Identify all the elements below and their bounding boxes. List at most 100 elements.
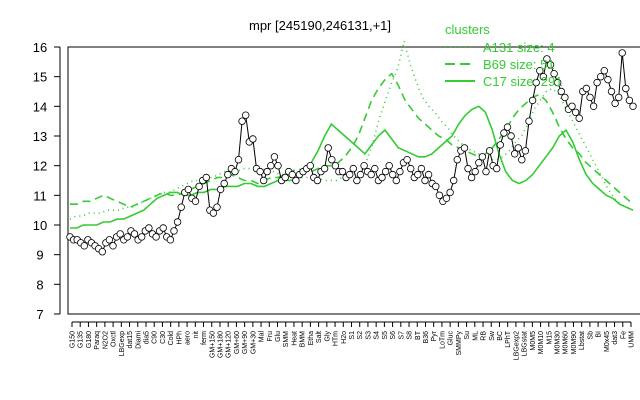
data-point xyxy=(267,161,275,170)
data-point xyxy=(618,49,626,57)
data-point xyxy=(152,233,160,241)
data-point xyxy=(485,147,494,155)
data-point xyxy=(511,150,519,158)
data-point xyxy=(281,173,289,182)
data-point xyxy=(507,132,515,140)
data-point xyxy=(320,164,329,173)
data-point xyxy=(274,161,282,170)
data-point xyxy=(331,161,340,170)
data-point xyxy=(292,176,300,185)
data-point xyxy=(249,135,257,143)
x-tick-label: ML xyxy=(472,331,479,341)
x-tick-label: Mal xyxy=(259,331,266,343)
x-tick-label: GM+30 xyxy=(250,331,257,354)
data-point xyxy=(525,117,533,125)
x-tick-label: BC xyxy=(497,331,504,341)
legend-label-b69: B69 size: 51 xyxy=(483,57,555,72)
data-point xyxy=(435,191,444,199)
x-tick-label: dia5 xyxy=(143,331,150,344)
data-point xyxy=(105,236,114,244)
data-point xyxy=(446,188,454,197)
data-point xyxy=(464,164,472,173)
data-point xyxy=(173,218,182,226)
x-tick-label: Heat xyxy=(291,331,298,346)
data-point xyxy=(611,99,619,108)
data-point xyxy=(622,84,630,93)
x-tick-label: S3 xyxy=(365,331,372,340)
data-point xyxy=(550,69,558,78)
x-tick-label: LBGexp xyxy=(119,331,126,356)
data-point xyxy=(356,170,365,179)
data-point xyxy=(589,102,598,110)
data-point xyxy=(213,203,221,211)
y-tick-label: 7 xyxy=(36,307,43,322)
x-tick-label: Sb xyxy=(587,331,594,340)
data-point xyxy=(424,170,433,179)
x-tick-label: M0M60 xyxy=(563,331,570,354)
x-tick-label: M0M5 xyxy=(530,331,537,351)
x-tick-label: Gluc xyxy=(448,331,455,346)
data-point xyxy=(166,236,175,244)
x-tick-label: BMM xyxy=(300,331,307,348)
data-point xyxy=(460,144,469,152)
x-tick-label: GM+180 xyxy=(217,331,224,358)
data-point xyxy=(593,78,601,87)
x-tick-label: UMM xyxy=(629,331,636,348)
x-tick-label: Cold xyxy=(168,331,175,346)
data-point xyxy=(568,102,576,110)
data-point xyxy=(259,176,268,185)
data-point xyxy=(234,155,243,164)
x-tick-label: Sw xyxy=(489,330,496,341)
x-tick-label: N2O2 xyxy=(102,331,109,349)
data-point xyxy=(241,111,250,119)
x-tick-label: G135 xyxy=(78,331,85,348)
data-point xyxy=(349,164,357,173)
data-point xyxy=(442,194,451,202)
data-point xyxy=(177,203,185,211)
y-tick-label: 12 xyxy=(33,159,47,174)
x-tick-label: SMM xyxy=(283,331,290,348)
data-point xyxy=(338,167,347,176)
data-point xyxy=(220,179,228,188)
x-tick-label: Glu xyxy=(275,331,282,342)
data-point xyxy=(571,108,580,116)
x-tick-label: GM+120 xyxy=(226,331,233,358)
data-point xyxy=(123,233,132,241)
data-point xyxy=(403,155,411,164)
x-tick-label: Lbstat xyxy=(579,331,586,350)
data-point xyxy=(528,96,537,105)
data-point xyxy=(600,66,608,75)
data-point xyxy=(159,224,167,232)
data-point xyxy=(597,72,605,81)
data-point xyxy=(238,117,246,125)
data-point xyxy=(453,155,461,164)
data-point xyxy=(263,167,271,176)
x-tick-label: M0M90 xyxy=(571,331,578,354)
data-point xyxy=(500,129,508,137)
x-tick-label: Diami xyxy=(135,331,142,349)
data-point xyxy=(575,114,583,122)
data-point xyxy=(521,147,530,155)
x-tick-label: Salt xyxy=(316,331,323,343)
x-tick-label: SMMPy xyxy=(456,331,463,356)
data-point xyxy=(378,173,386,182)
data-point xyxy=(467,173,476,182)
data-point xyxy=(421,176,429,185)
x-tick-label: LBGexp2 xyxy=(513,331,520,360)
data-point xyxy=(625,96,634,105)
data-point xyxy=(367,170,375,179)
data-point xyxy=(414,170,422,179)
x-tick-label: Paraq xyxy=(94,331,101,350)
x-tick-label: C30 xyxy=(160,331,167,344)
data-point xyxy=(306,161,314,170)
x-tick-label: C90 xyxy=(152,331,159,344)
x-tick-label: LBGstat xyxy=(522,331,529,356)
data-point xyxy=(191,197,200,205)
data-point xyxy=(475,158,483,167)
data-point xyxy=(561,93,569,102)
data-point xyxy=(209,209,218,217)
x-tick-label: H2o xyxy=(341,331,348,344)
data-point xyxy=(557,87,565,96)
x-tick-label: Oxctl xyxy=(111,331,118,347)
data-point xyxy=(536,66,544,75)
